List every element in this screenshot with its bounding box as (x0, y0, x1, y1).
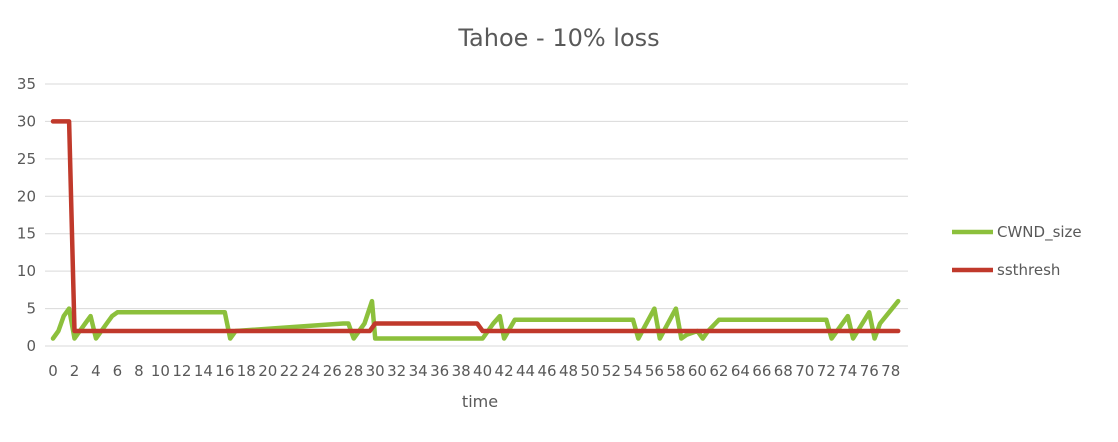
x-tick-label: 16 (215, 362, 234, 380)
x-tick-label: 4 (91, 362, 101, 380)
x-tick-label: 54 (623, 362, 642, 380)
legend-label: CWND_size (997, 223, 1082, 242)
x-tick-label: 50 (580, 362, 599, 380)
x-tick-label: 68 (774, 362, 793, 380)
x-tick-label: 44 (516, 362, 535, 380)
x-tick-label: 74 (838, 362, 857, 380)
x-axis-label: time (462, 392, 498, 411)
legend: CWND_size ssthresh (952, 223, 1082, 279)
gridlines (45, 83, 908, 347)
x-tick-label: 38 (452, 362, 471, 380)
x-tick-label: 32 (387, 362, 406, 380)
x-tick-label: 60 (688, 362, 707, 380)
x-tick-label: 52 (602, 362, 621, 380)
x-tick-label: 72 (817, 362, 836, 380)
x-tick-label: 24 (301, 362, 320, 380)
x-tick-label: 10 (151, 362, 170, 380)
legend-label: ssthresh (997, 261, 1060, 279)
x-tick-label: 70 (795, 362, 814, 380)
y-tick-label: 5 (26, 300, 36, 318)
x-tick-label: 6 (113, 362, 123, 380)
y-tick-label: 20 (17, 187, 36, 205)
x-tick-label: 0 (48, 362, 58, 380)
y-tick-label: 30 (17, 112, 36, 130)
x-tick-label: 30 (366, 362, 385, 380)
y-tick-label: 0 (26, 337, 36, 355)
x-tick-label: 18 (237, 362, 256, 380)
y-axis-ticks: 0 5 10 15 20 25 30 35 (17, 75, 36, 355)
series-line-ssthresh (50, 119, 901, 334)
series-line-cwnd-size (50, 298, 901, 341)
x-tick-label: 40 (473, 362, 492, 380)
x-tick-label: 26 (323, 362, 342, 380)
x-tick-label: 20 (258, 362, 277, 380)
x-tick-label: 34 (409, 362, 428, 380)
x-tick-label: 62 (709, 362, 728, 380)
x-tick-label: 58 (666, 362, 685, 380)
x-tick-label: 12 (172, 362, 191, 380)
x-axis-ticks: 0 2 4 6 8 10 12 14 16 18 20 22 24 26 28 30 32 34 36 38 40 42 4… (48, 362, 900, 380)
x-tick-label: 8 (134, 362, 144, 380)
x-tick-label: 28 (344, 362, 363, 380)
x-tick-label: 66 (752, 362, 771, 380)
x-tick-label: 42 (495, 362, 514, 380)
x-tick-label: 22 (280, 362, 299, 380)
x-tick-label: 64 (731, 362, 750, 380)
chart-title: Tahoe - 10% loss (457, 24, 659, 52)
y-tick-label: 35 (17, 75, 36, 93)
x-tick-label: 2 (70, 362, 80, 380)
y-tick-label: 25 (17, 150, 36, 168)
x-tick-label: 78 (881, 362, 900, 380)
x-tick-label: 14 (194, 362, 213, 380)
x-tick-label: 36 (430, 362, 449, 380)
x-tick-label: 48 (559, 362, 578, 380)
x-tick-label: 76 (860, 362, 879, 380)
series-lines (50, 119, 901, 341)
y-tick-label: 10 (17, 262, 36, 280)
x-tick-label: 46 (537, 362, 556, 380)
x-tick-label: 56 (645, 362, 664, 380)
y-tick-label: 15 (17, 225, 36, 243)
